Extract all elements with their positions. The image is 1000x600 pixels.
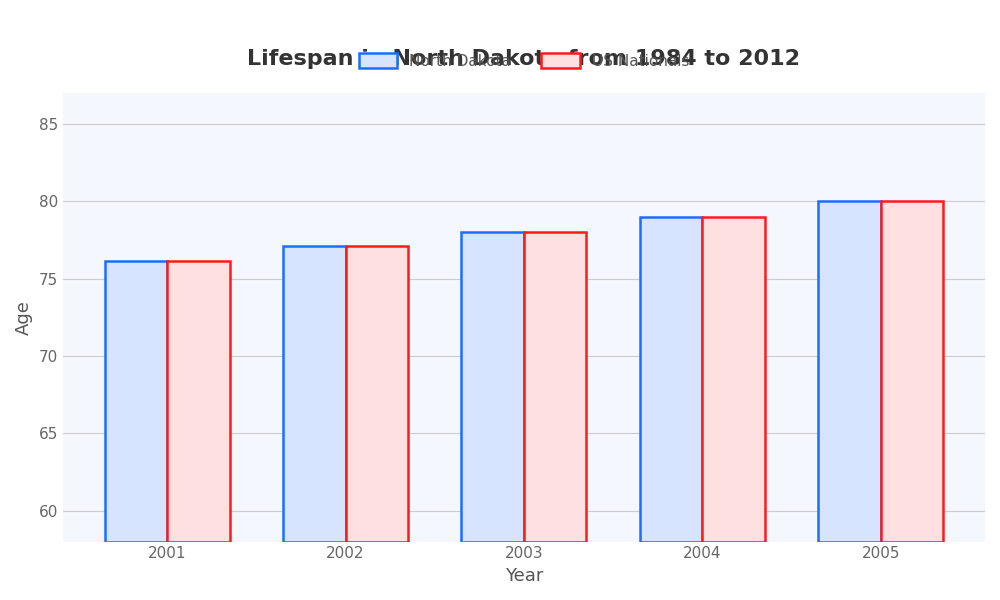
Legend: North Dakota, US Nationals: North Dakota, US Nationals bbox=[352, 47, 695, 75]
Title: Lifespan in North Dakota from 1984 to 2012: Lifespan in North Dakota from 1984 to 20… bbox=[247, 49, 800, 69]
X-axis label: Year: Year bbox=[505, 567, 543, 585]
Bar bbox=[346, 246, 408, 542]
Bar bbox=[524, 232, 586, 542]
Bar bbox=[167, 262, 230, 542]
Bar bbox=[881, 201, 943, 542]
Bar bbox=[283, 246, 346, 542]
Bar bbox=[818, 201, 881, 542]
Bar bbox=[461, 232, 524, 542]
Bar bbox=[640, 217, 702, 542]
Bar bbox=[105, 262, 167, 542]
Y-axis label: Age: Age bbox=[15, 300, 33, 335]
Bar bbox=[702, 217, 765, 542]
